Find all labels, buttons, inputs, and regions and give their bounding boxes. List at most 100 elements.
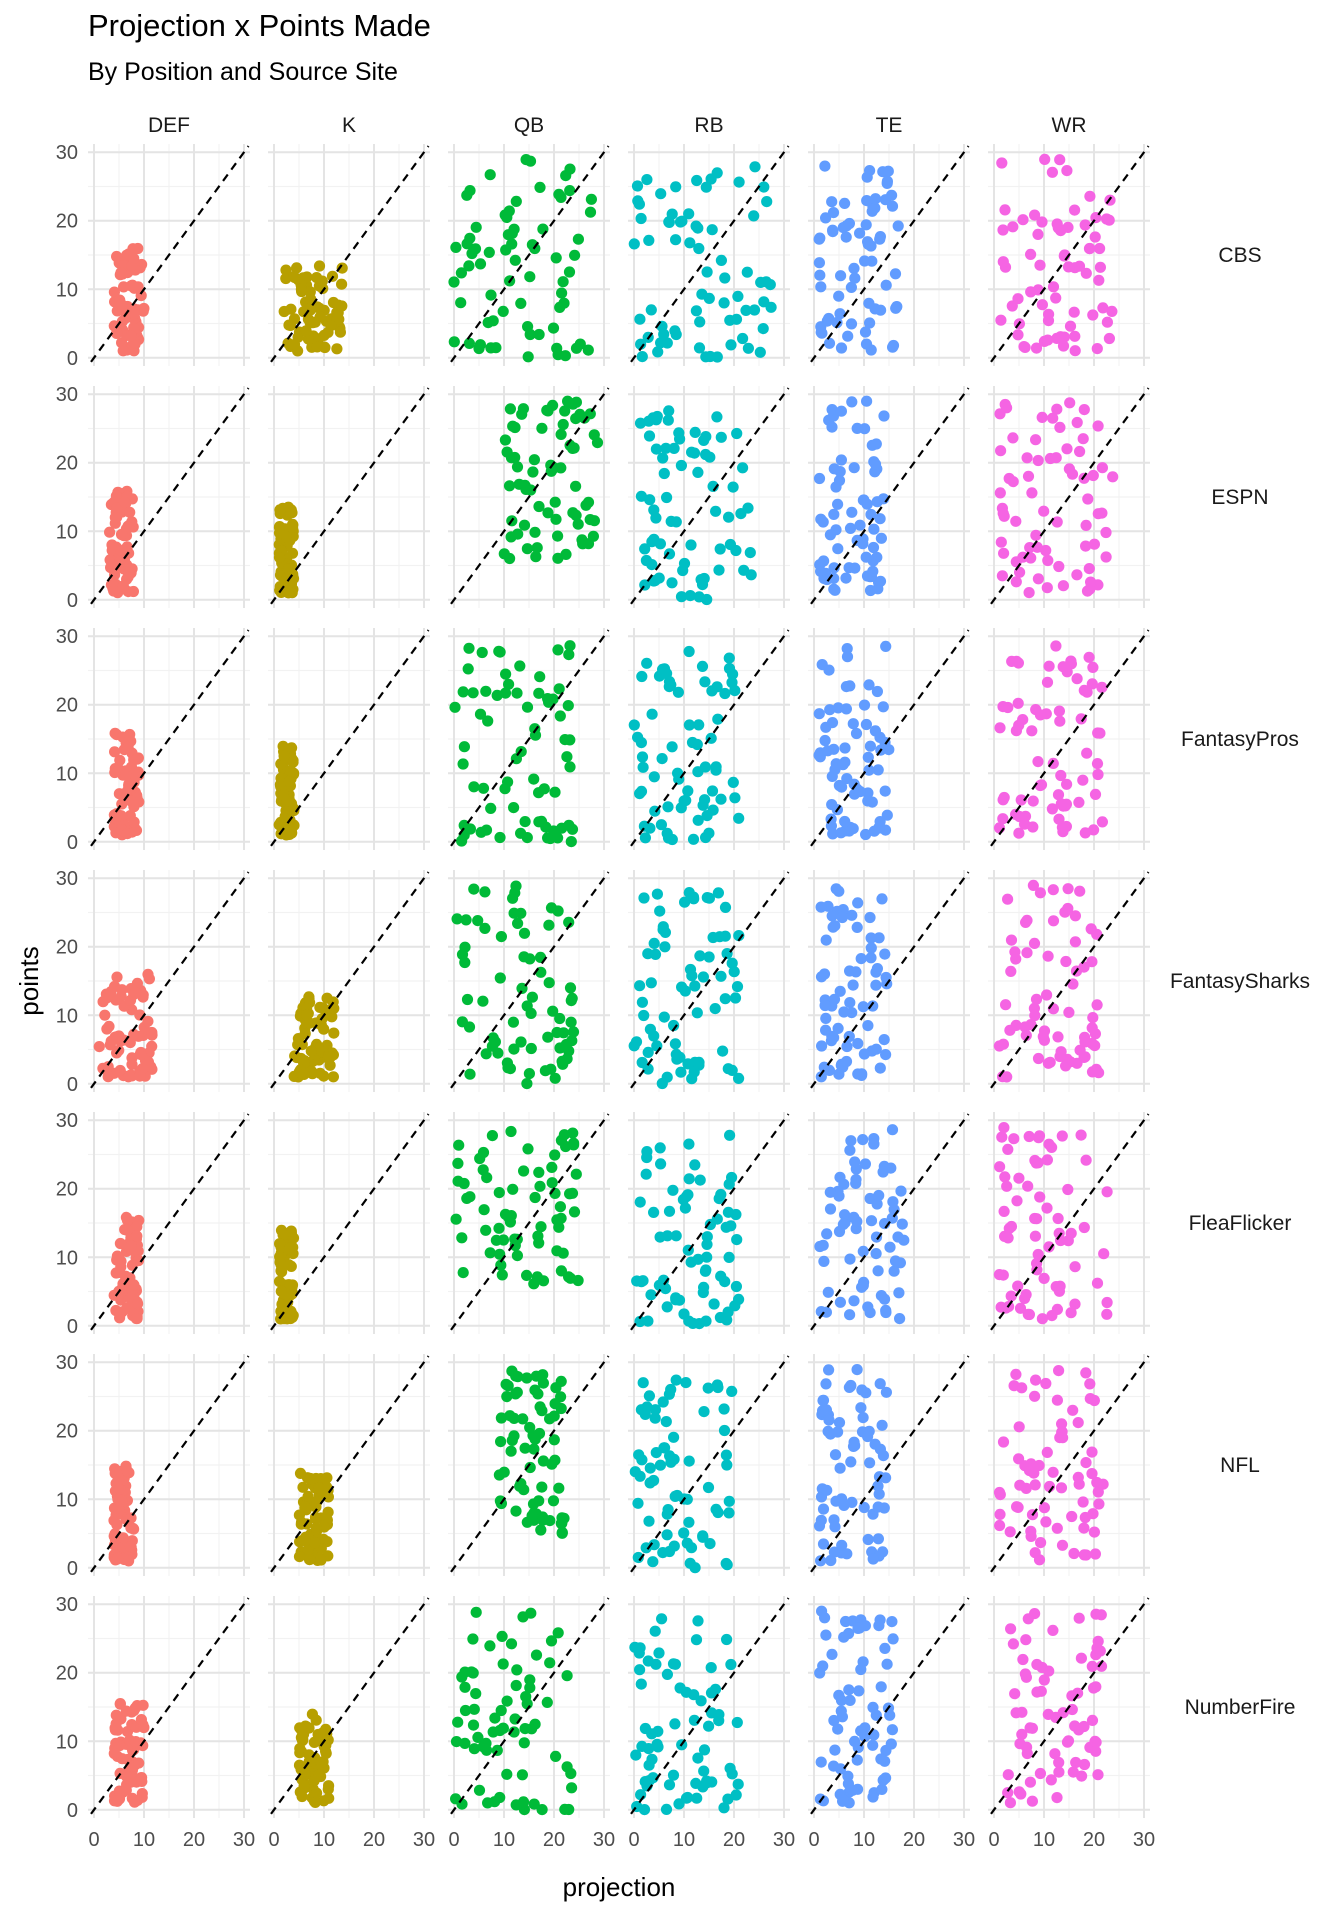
data-point-def [123,778,135,790]
data-point-qb [480,1048,492,1060]
data-point-rb [668,1019,680,1032]
data-point-rb [754,346,766,358]
data-point-wr [1012,697,1024,709]
data-point-k [303,1749,315,1761]
data-point-te [890,302,902,314]
data-point-qb [511,1664,523,1676]
data-point-rb [669,1718,681,1730]
data-point-qb [557,418,569,431]
data-point-rb [721,1459,733,1471]
data-point-wr [996,1131,1008,1143]
data-point-te [840,1615,852,1628]
reference-line-y-equals-x [90,629,250,847]
data-point-te [848,1295,860,1307]
data-point-rb [725,1658,737,1671]
data-point-wr [996,157,1008,169]
chart-subtitle: By Position and Source Site [88,58,398,86]
data-point-te [880,1306,892,1319]
data-point-qb [485,802,497,815]
data-point-qb [501,446,513,458]
data-point-qb [482,715,494,727]
y-tick-label: 20 [56,937,78,959]
data-point-rb [738,564,750,576]
data-point-rb [683,1455,695,1467]
data-point-rb [642,1046,654,1058]
reference-line-y-equals-x [90,1355,250,1573]
data-point-wr [1002,1769,1014,1781]
data-point-qb [528,1798,540,1810]
x-tick-label: 0 [628,1829,639,1851]
data-point-wr [1005,1220,1018,1233]
data-point-rb [669,1038,682,1050]
data-point-wr [1038,1502,1050,1514]
data-point-rb [700,351,712,363]
data-point-te [896,1218,908,1230]
reference-line-y-equals-x [90,871,250,1089]
data-point-def [111,1254,123,1266]
data-point-wr [1086,1468,1098,1480]
data-point-te [878,1034,890,1046]
data-point-rb [703,1720,715,1732]
data-point-rb [709,1003,721,1015]
data-point-te [820,934,832,946]
data-point-te [846,909,858,921]
data-point-wr [1002,701,1014,714]
data-point-qb [506,892,519,904]
data-point-te [879,1642,891,1654]
data-point-qb [547,1495,560,1507]
data-point-te [829,584,841,596]
data-point-rb [723,1251,735,1263]
data-point-te [834,1171,846,1183]
data-point-k [293,1551,306,1563]
data-point-def [125,330,137,342]
data-point-te [824,1186,836,1198]
data-point-k [283,775,295,787]
data-point-rb [677,1194,690,1206]
data-point-qb [551,342,563,354]
data-point-k [305,1045,317,1057]
data-point-wr [1080,540,1092,552]
data-point-qb [501,1695,513,1707]
data-point-qb [536,422,548,434]
data-point-te [869,202,881,214]
data-point-def [111,250,123,263]
data-point-rb [726,957,738,969]
data-point-wr [1035,1537,1047,1549]
data-point-te [877,1166,889,1178]
data-point-rb [669,1658,682,1670]
data-point-def [120,1705,132,1717]
data-point-rb [712,1506,724,1519]
data-point-qb [530,1649,543,1661]
data-point-wr [1047,757,1059,770]
data-point-qb [495,1412,507,1424]
data-point-qb [494,972,506,984]
data-point-wr [1070,1756,1082,1769]
data-point-qb [510,195,522,207]
reference-line-y-equals-x [630,145,790,363]
data-point-te [845,1380,857,1392]
data-point-te [830,481,842,493]
data-point-wr [1080,267,1092,279]
reference-line-y-equals-x [810,145,970,363]
data-point-qb [584,514,596,526]
data-point-te [814,269,826,281]
data-point-wr [1001,1071,1013,1083]
data-point-te [855,1402,867,1414]
data-point-qb [572,518,584,530]
data-point-def [125,1240,137,1252]
data-point-rb [720,1221,732,1233]
data-point-te [849,1156,861,1168]
data-point-te [884,1709,896,1721]
data-point-te [817,1394,829,1407]
data-point-k [310,1714,322,1726]
data-point-wr [1041,1202,1053,1214]
data-point-wr [1007,432,1019,444]
data-point-rb [679,896,691,908]
data-point-te [860,219,872,231]
data-point-qb [547,1005,559,1017]
data-point-qb [520,1691,532,1703]
data-point-qb [472,1731,484,1743]
data-point-wr [1088,1526,1100,1538]
data-point-qb [480,824,493,836]
data-point-rb [697,971,710,983]
